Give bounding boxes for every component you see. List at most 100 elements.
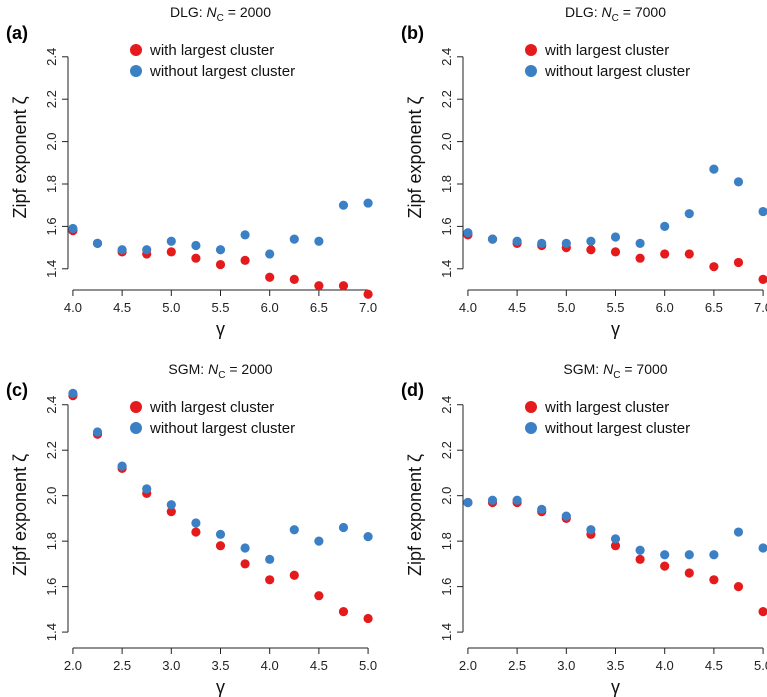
point-without-largest-cluster xyxy=(758,206,767,217)
y-tick-label: 1.6 xyxy=(439,578,454,596)
point-without-largest-cluster xyxy=(265,554,275,564)
point-without-largest-cluster xyxy=(586,236,596,246)
legend-marker xyxy=(130,44,142,56)
y-tick-label: 1.8 xyxy=(439,532,454,550)
y-tick-label: 1.4 xyxy=(44,260,59,278)
point-without-largest-cluster xyxy=(338,200,349,210)
point-with-largest-cluster xyxy=(684,568,694,578)
point-with-largest-cluster xyxy=(758,274,767,284)
point-with-largest-cluster xyxy=(610,247,621,257)
point-with-largest-cluster xyxy=(314,281,324,291)
panel-title: DLG: NC = 7000 xyxy=(565,4,666,24)
legend-entry: without largest cluster xyxy=(149,420,295,437)
x-tick-label: 4.0 xyxy=(64,300,82,315)
point-with-largest-cluster xyxy=(166,506,176,517)
point-without-largest-cluster xyxy=(463,497,473,508)
point-with-largest-cluster xyxy=(635,554,645,564)
y-tick-label: 2.0 xyxy=(44,487,59,505)
point-without-largest-cluster xyxy=(92,238,103,248)
point-without-largest-cluster xyxy=(166,500,176,510)
point-without-largest-cluster xyxy=(561,238,571,248)
panel-label: (b) xyxy=(401,23,424,43)
point-without-largest-cluster xyxy=(758,543,767,553)
point-without-largest-cluster xyxy=(610,534,621,544)
x-tick-label: 5.0 xyxy=(359,658,377,673)
x-axis-title: γ xyxy=(216,319,225,339)
panel-a: 4.0 4.5 5.0 5.5 6.0 6.5 7.0 1.4 1.6 1.8 2.0 2.2 2.4 γ… xyxy=(6,4,377,339)
point-with-largest-cluster xyxy=(660,561,670,571)
y-tick-label: 1.6 xyxy=(439,217,454,235)
x-tick-label: 6.0 xyxy=(261,300,279,315)
point-without-largest-cluster xyxy=(363,531,373,542)
point-with-largest-cluster xyxy=(709,262,719,272)
point-with-largest-cluster xyxy=(733,257,744,268)
x-tick-label: 4.0 xyxy=(656,658,674,673)
y-tick-label: 2.4 xyxy=(44,396,59,414)
point-without-largest-cluster xyxy=(709,550,719,560)
point-without-largest-cluster xyxy=(68,388,78,398)
point-without-largest-cluster xyxy=(363,198,373,208)
point-without-largest-cluster xyxy=(314,536,324,546)
x-tick-label: 2.0 xyxy=(459,658,477,673)
x-tick-label: 3.5 xyxy=(606,658,624,673)
x-axis-title: γ xyxy=(611,319,620,339)
point-without-largest-cluster xyxy=(733,527,744,537)
x-tick-label: 3.0 xyxy=(557,658,575,673)
panel-label: (c) xyxy=(6,380,28,400)
point-without-largest-cluster xyxy=(240,230,250,240)
panel-c: 2.0 2.5 3.0 3.5 4.0 4.5 5.0 1.4 1.6 1.8 2.0 2.2 2.4 γ… xyxy=(6,361,377,697)
y-axis-title: Zipf exponent ζ xyxy=(10,454,30,576)
point-without-largest-cluster xyxy=(215,529,226,539)
point-with-largest-cluster xyxy=(191,527,201,537)
x-tick-label: 2.5 xyxy=(113,658,131,673)
legend-marker xyxy=(525,44,537,56)
x-tick-label: 4.5 xyxy=(705,658,723,673)
point-with-largest-cluster xyxy=(363,289,373,299)
legend-marker xyxy=(525,422,537,434)
point-without-largest-cluster xyxy=(338,522,349,533)
point-with-largest-cluster xyxy=(586,245,596,255)
legend-marker xyxy=(525,401,537,413)
point-with-largest-cluster xyxy=(610,541,621,551)
point-without-largest-cluster xyxy=(166,236,176,246)
legend-entry: with largest cluster xyxy=(149,42,274,59)
point-without-largest-cluster xyxy=(215,245,226,255)
panel-label: (a) xyxy=(6,23,28,43)
legend-marker xyxy=(130,422,142,434)
point-without-largest-cluster xyxy=(314,236,324,246)
point-without-largest-cluster xyxy=(191,240,201,251)
y-tick-label: 2.0 xyxy=(44,133,59,151)
point-with-largest-cluster xyxy=(684,249,694,259)
y-tick-label: 1.8 xyxy=(44,532,59,550)
point-without-largest-cluster xyxy=(191,518,201,528)
y-tick-label: 1.8 xyxy=(439,175,454,193)
point-with-largest-cluster xyxy=(240,255,250,265)
point-without-largest-cluster xyxy=(610,232,621,242)
point-with-largest-cluster xyxy=(363,613,373,624)
point-without-largest-cluster xyxy=(240,543,250,553)
point-with-largest-cluster xyxy=(191,253,201,263)
point-without-largest-cluster xyxy=(684,209,694,219)
x-tick-label: 4.5 xyxy=(310,658,328,673)
y-axis-title: Zipf exponent ζ xyxy=(10,96,30,218)
legend-marker xyxy=(130,65,142,77)
legend-marker xyxy=(525,65,537,77)
y-tick-label: 2.2 xyxy=(44,90,59,108)
x-axis-title: γ xyxy=(216,677,225,697)
legend-entry: without largest cluster xyxy=(544,63,690,80)
x-tick-label: 5.0 xyxy=(754,658,767,673)
y-tick-label: 1.6 xyxy=(44,217,59,235)
x-tick-label: 5.5 xyxy=(211,300,229,315)
y-tick-label: 2.4 xyxy=(44,48,59,66)
point-without-largest-cluster xyxy=(142,245,152,255)
x-tick-label: 2.0 xyxy=(64,658,82,673)
legend-marker xyxy=(130,401,142,413)
point-without-largest-cluster xyxy=(68,223,78,234)
point-without-largest-cluster xyxy=(463,228,473,238)
x-tick-label: 7.0 xyxy=(359,300,377,315)
point-with-largest-cluster xyxy=(709,575,719,585)
point-with-largest-cluster xyxy=(338,281,349,291)
point-without-largest-cluster xyxy=(289,525,299,535)
point-with-largest-cluster xyxy=(758,607,767,617)
